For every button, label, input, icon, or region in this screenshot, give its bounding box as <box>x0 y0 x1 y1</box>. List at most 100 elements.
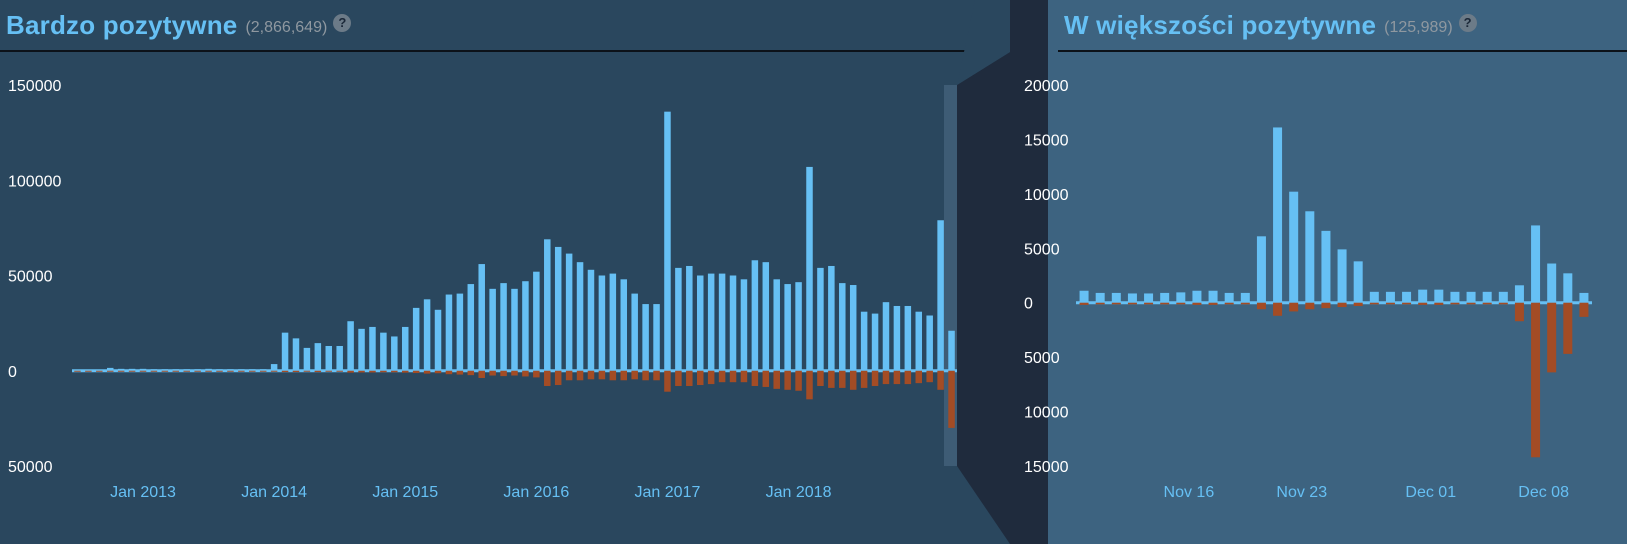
negative-bar <box>292 370 300 373</box>
positive-bar <box>565 253 573 371</box>
positive-bar <box>620 279 628 371</box>
negative-bar <box>565 370 573 381</box>
negative-bar <box>401 370 409 373</box>
negative-bar <box>904 370 912 385</box>
positive-bar <box>576 262 584 371</box>
negative-bar <box>1402 302 1412 305</box>
recent-reviews-header: W większości pozytywne (125,989) ? <box>1058 0 1627 52</box>
negative-bar <box>544 370 551 386</box>
negative-bar <box>915 370 923 384</box>
negative-bar <box>1434 302 1444 305</box>
negative-bar <box>1224 302 1234 305</box>
positive-bar <box>1224 292 1234 303</box>
positive-bar <box>117 368 125 371</box>
overall-reviews-header: Bardzo pozytywne (2,866,649) ? <box>0 0 1024 52</box>
positive-bar <box>587 269 595 371</box>
zoom-connector <box>957 52 1010 544</box>
negative-bar <box>1482 302 1492 305</box>
negative-bar <box>1563 302 1573 354</box>
negative-bar <box>926 370 933 383</box>
negative-bar <box>205 370 212 372</box>
negative-bar <box>1256 302 1266 310</box>
negative-bar <box>1579 302 1589 317</box>
positive-bar <box>183 369 190 371</box>
positive-bar <box>729 275 737 371</box>
positive-bar <box>500 283 507 371</box>
x-tick-label: Nov 23 <box>1276 484 1327 501</box>
negative-bar <box>1160 302 1170 305</box>
positive-bar <box>161 369 169 371</box>
x-tick-label: Dec 08 <box>1518 484 1569 501</box>
positive-bar <box>806 166 813 371</box>
help-icon[interactable]: ? <box>1458 14 1477 32</box>
positive-bar <box>139 368 147 371</box>
x-tick-label: Jan 2014 <box>241 484 307 501</box>
positive-bar <box>1531 225 1541 303</box>
negative-bar <box>751 370 759 386</box>
negative-bar <box>1305 302 1315 310</box>
negative-bar <box>270 370 278 372</box>
negative-bar <box>554 370 562 386</box>
x-tick-label: Jan 2013 <box>110 484 176 501</box>
positive-bar <box>664 111 671 371</box>
positive-bar <box>1192 290 1202 303</box>
overall-review-count: (2,866,649) <box>245 19 328 36</box>
positive-bar <box>401 326 409 371</box>
positive-bar <box>675 267 682 371</box>
negative-bar <box>1321 302 1331 309</box>
x-tick-label: Dec 01 <box>1405 484 1456 501</box>
negative-bar <box>1144 302 1154 305</box>
positive-bar <box>1289 191 1299 303</box>
negative-bar <box>489 370 496 376</box>
positive-bar <box>1466 291 1476 303</box>
negative-bar <box>369 370 376 373</box>
negative-bar <box>587 370 595 380</box>
negative-bar <box>117 370 125 372</box>
positive-bar <box>1385 291 1395 303</box>
positive-bar <box>314 343 322 371</box>
negative-bar <box>74 370 81 372</box>
negative-bar <box>653 370 660 381</box>
x-tick-label: Jan 2018 <box>766 484 832 501</box>
negative-bar <box>1514 302 1524 322</box>
negative-bar <box>249 370 256 372</box>
y-tick-label: 10000 <box>1024 405 1069 422</box>
negative-bar <box>729 370 737 383</box>
negative-bar <box>696 370 704 386</box>
negative-bar <box>1369 302 1379 305</box>
positive-bar <box>511 288 518 371</box>
positive-bar <box>1111 292 1121 303</box>
positive-bar <box>1337 249 1347 303</box>
positive-bar <box>762 262 770 371</box>
negative-bar <box>412 370 420 374</box>
positive-bar <box>216 369 223 371</box>
positive-bar <box>489 288 496 371</box>
negative-bar <box>325 370 333 372</box>
negative-bar <box>1450 302 1460 305</box>
negative-bar <box>1192 302 1202 305</box>
negative-bar <box>642 370 649 381</box>
positive-bar <box>828 265 835 371</box>
positive-bar <box>434 309 442 371</box>
positive-bar <box>948 330 955 371</box>
positive-bar <box>172 369 180 371</box>
positive-bar <box>467 284 475 371</box>
help-icon[interactable]: ? <box>333 14 352 32</box>
positive-bar <box>106 367 114 371</box>
positive-bar <box>653 304 660 371</box>
negative-bar <box>718 370 726 383</box>
positive-bar <box>281 332 289 371</box>
y-tick-label: 5000 <box>1024 350 1060 367</box>
negative-bar <box>434 370 442 374</box>
negative-bar <box>1240 302 1250 305</box>
positive-bar <box>1514 285 1524 303</box>
negative-bar <box>839 370 846 388</box>
y-tick-label: 10000 <box>1024 187 1069 204</box>
x-tick-label: Nov 16 <box>1164 484 1215 501</box>
negative-bar <box>675 370 682 386</box>
negative-bar <box>183 370 190 372</box>
negative-bar <box>128 370 136 372</box>
positive-bar <box>773 279 780 371</box>
negative-bar <box>391 370 398 373</box>
